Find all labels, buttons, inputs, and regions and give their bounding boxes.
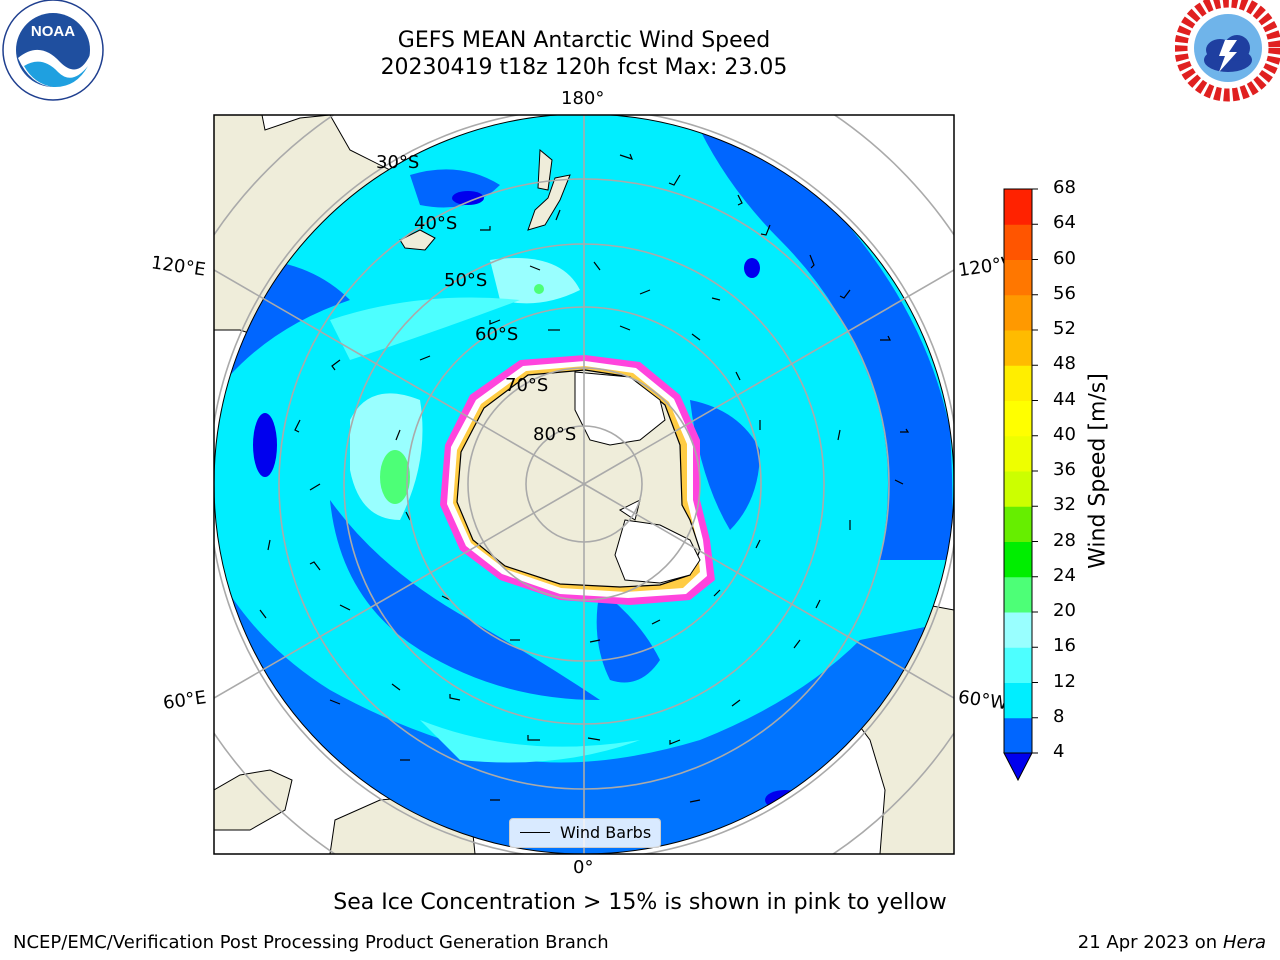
noaa-logo-icon: NOAA (2, 0, 104, 101)
colorbar-segment (1004, 471, 1032, 507)
colorbar-segment (1004, 717, 1032, 754)
lon-label-180: 180° (561, 88, 605, 109)
colorbar-segment (1004, 541, 1032, 578)
legend-label: Wind Barbs (560, 823, 652, 842)
colorbar-segment (1004, 224, 1032, 260)
lon-label-0: 0° (573, 857, 594, 878)
colorbar-segment (1004, 506, 1032, 542)
machine-name: Hera (1222, 932, 1266, 953)
colorbar-tick-label: 48 (1053, 353, 1076, 375)
map-legend: Wind Barbs (509, 818, 661, 848)
colorbar-tick-label: 16 (1053, 635, 1076, 657)
colorbar-segment (1004, 576, 1032, 613)
colorbar-segment (1004, 294, 1032, 331)
colorbar-tick-label: 8 (1053, 705, 1065, 727)
colorbar-tick-label: 56 (1053, 282, 1076, 304)
colorbar-segment (1004, 647, 1032, 683)
colorbar-tick-label: 44 (1053, 388, 1076, 410)
nws-logo-icon (1175, 0, 1280, 102)
lat-label-60s: 60°S (475, 324, 519, 345)
colorbar-segment (1004, 682, 1032, 719)
colorbar-tick-label: 68 (1053, 177, 1076, 198)
colorbar-segment (1004, 259, 1032, 296)
sea-ice-note: Sea Ice Concentration > 15% is shown in … (333, 890, 947, 915)
lat-label-30s: 30°S (376, 152, 420, 173)
map-title-line2: 20230419 t18z 120h fcst Max: 23.05 (380, 55, 788, 80)
colorbar-segment (1004, 400, 1032, 437)
wind-barb-legend-icon (520, 832, 550, 833)
credit-line: NCEP/EMC/Verification Post Processing Pr… (13, 932, 609, 953)
colorbar-tick-label: 24 (1053, 564, 1076, 586)
colorbar-segment (1004, 612, 1032, 648)
lat-label-40s: 40°S (414, 213, 458, 234)
colorbar-tick-label: 12 (1053, 670, 1076, 692)
colorbar-segment (1004, 435, 1032, 472)
colorbar-tick-label: 64 (1053, 212, 1076, 234)
colorbar-tick-label: 20 (1053, 600, 1076, 621)
colorbar-segment (1004, 189, 1032, 225)
map-title-line1: GEFS MEAN Antarctic Wind Speed (397, 28, 771, 53)
lat-label-70s: 70°S (505, 375, 549, 396)
colorbar-title: Wind Speed [m/s] (1085, 373, 1111, 569)
date-line: 21 Apr 2023 on Hera (1078, 932, 1266, 953)
noaa-logo-text: NOAA (31, 23, 75, 40)
colorbar-tick-label: 36 (1053, 459, 1076, 480)
colorbar-segment (1004, 330, 1032, 366)
colorbar-tick-label: 4 (1053, 741, 1065, 762)
lat-label-80s: 80°S (533, 424, 577, 445)
colorbar-tick-label: 60 (1053, 247, 1076, 269)
date-text: 21 Apr 2023 on (1077, 932, 1223, 953)
colorbar-segment (1004, 365, 1032, 401)
colorbar-extend-arrow (1003, 752, 1033, 782)
lat-label-50s: 50°S (444, 270, 488, 291)
colorbar-tick-label: 52 (1053, 318, 1076, 339)
colorbar-tick-label: 32 (1053, 494, 1076, 516)
colorbar-tick-label: 28 (1053, 529, 1076, 551)
colorbar-tick-label: 40 (1053, 423, 1076, 445)
